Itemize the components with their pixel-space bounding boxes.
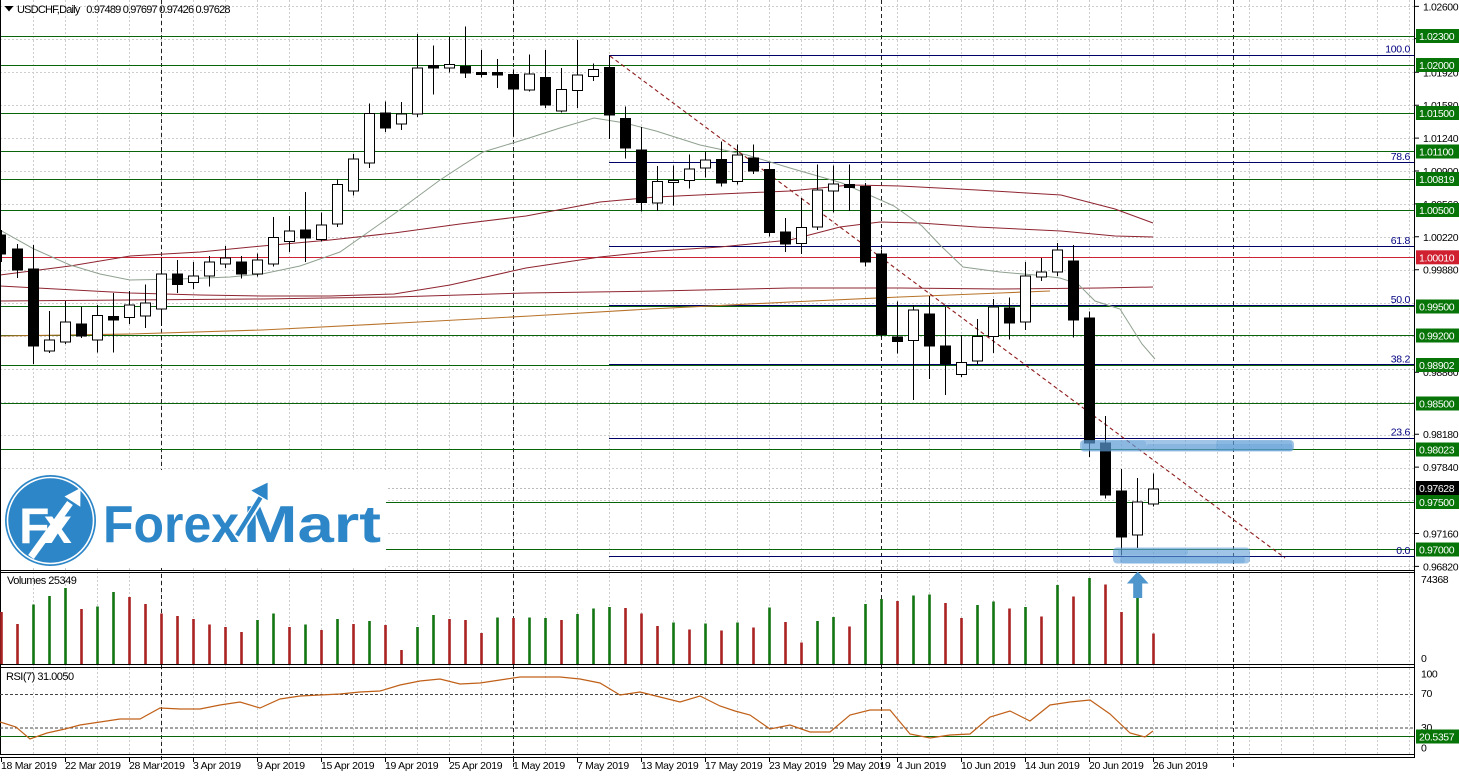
svg-text:70: 70 (1421, 688, 1432, 700)
svg-text:0.98902: 0.98902 (1419, 360, 1455, 372)
svg-text:F: F (19, 498, 50, 554)
svg-text:1.02300: 1.02300 (1419, 31, 1455, 43)
svg-text:0.0: 0.0 (1396, 545, 1410, 557)
svg-text:0.98500: 0.98500 (1419, 399, 1455, 411)
svg-text:0.97628: 0.97628 (1419, 483, 1455, 495)
svg-text:0: 0 (1421, 653, 1427, 665)
svg-text:1.00220: 1.00220 (1423, 232, 1459, 244)
svg-text:0.98180: 0.98180 (1423, 429, 1459, 441)
svg-text:0.98023: 0.98023 (1419, 445, 1455, 457)
svg-text:0.99500: 0.99500 (1419, 302, 1455, 314)
svg-text:1.02600: 1.02600 (1423, 1, 1459, 13)
svg-text:10 Jun 2019: 10 Jun 2019 (961, 760, 1016, 772)
svg-text:61.8: 61.8 (1391, 235, 1411, 247)
svg-text:20.5357: 20.5357 (1419, 732, 1455, 744)
svg-text:1.01500: 1.01500 (1419, 108, 1455, 120)
svg-text:13 May 2019: 13 May 2019 (641, 760, 699, 772)
svg-text:23.6: 23.6 (1391, 427, 1411, 439)
svg-text:1.02000: 1.02000 (1419, 60, 1455, 72)
svg-text:38.2: 38.2 (1391, 353, 1411, 365)
svg-text:0.97840: 0.97840 (1423, 462, 1459, 474)
svg-text:15 Apr 2019: 15 Apr 2019 (321, 760, 375, 772)
svg-text:26 Jun 2019: 26 Jun 2019 (1153, 760, 1208, 772)
svg-text:0.99200: 0.99200 (1419, 331, 1455, 343)
svg-text:Forex: Forex (103, 496, 239, 554)
svg-text:25 Apr 2019: 25 Apr 2019 (449, 760, 503, 772)
svg-text:20 Jun 2019: 20 Jun 2019 (1089, 760, 1144, 772)
svg-text:0.97500: 0.97500 (1419, 497, 1455, 509)
svg-text:28 Mar 2019: 28 Mar 2019 (129, 760, 185, 772)
svg-text:1 May 2019: 1 May 2019 (513, 760, 565, 772)
svg-text:1.00010: 1.00010 (1419, 252, 1455, 264)
svg-text:9 Apr 2019: 9 Apr 2019 (257, 760, 305, 772)
svg-text:23 May 2019: 23 May 2019 (769, 760, 827, 772)
svg-text:0: 0 (1421, 743, 1427, 755)
svg-text:1.00819: 1.00819 (1419, 174, 1455, 186)
svg-text:19 Apr 2019: 19 Apr 2019 (385, 760, 439, 772)
svg-text:USDCHF,Daily 0.97489 0.97697: USDCHF,Daily 0.97489 0.97697 0.97426 0.9… (17, 4, 230, 16)
svg-text:1.01100: 1.01100 (1419, 147, 1454, 159)
svg-text:18 Mar 2019: 18 Mar 2019 (1, 760, 57, 772)
svg-text:78.6: 78.6 (1391, 151, 1411, 163)
svg-text:1.00500: 1.00500 (1419, 205, 1455, 217)
svg-text:22 Mar 2019: 22 Mar 2019 (65, 760, 121, 772)
svg-text:100: 100 (1421, 668, 1438, 680)
svg-text:0.97000: 0.97000 (1419, 545, 1455, 557)
svg-text:74368: 74368 (1421, 574, 1449, 586)
svg-text:14 Jun 2019: 14 Jun 2019 (1025, 760, 1080, 772)
svg-text:50.0: 50.0 (1391, 294, 1411, 306)
svg-text:7 May 2019: 7 May 2019 (577, 760, 629, 772)
svg-text:RSI(7) 31.0050: RSI(7) 31.0050 (6, 671, 74, 683)
svg-text:Volumes 25349: Volumes 25349 (7, 575, 77, 587)
svg-text:3 Apr 2019: 3 Apr 2019 (193, 760, 241, 772)
svg-text:0.97160: 0.97160 (1423, 529, 1459, 541)
svg-text:1.01240: 1.01240 (1423, 133, 1459, 145)
svg-text:4 Jun 2019: 4 Jun 2019 (897, 760, 946, 772)
svg-text:Mart: Mart (243, 496, 381, 554)
svg-text:100.0: 100.0 (1385, 44, 1410, 56)
svg-text:0.99880: 0.99880 (1423, 265, 1459, 277)
svg-text:17 May 2019: 17 May 2019 (705, 760, 763, 772)
svg-text:29 May 2019: 29 May 2019 (833, 760, 891, 772)
svg-text:30: 30 (1421, 722, 1432, 734)
svg-text:0.96820: 0.96820 (1423, 561, 1459, 573)
